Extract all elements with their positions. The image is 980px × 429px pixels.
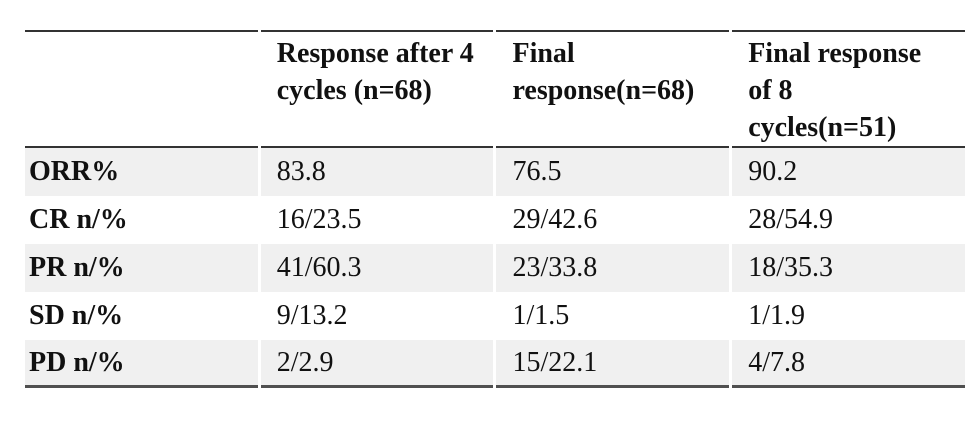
treatment-response-table: Response after 4 cycles (n=68) Final res… (22, 30, 968, 388)
table-row-pd: PD n/% 2/2.9 15/22.1 4/7.8 (25, 340, 965, 388)
value-cell: 41/60.3 (260, 244, 494, 292)
value-cell: 90.2 (732, 148, 965, 196)
table-row-cr: CR n/% 16/23.5 29/42.6 28/54.9 (25, 196, 965, 244)
value-cell: 4/7.8 (732, 340, 965, 388)
table-row-orr: ORR% 83.8 76.5 90.2 (25, 148, 965, 196)
header-cell-empty (25, 30, 258, 148)
value-cell: 29/42.6 (512, 204, 598, 235)
row-label: ORR% (25, 148, 258, 196)
header-cell-final-response-8-cycles: Final response of 8 cycles(n=51) (732, 30, 965, 148)
row-label: SD n/% (29, 300, 124, 331)
value-cell: 15/22.1 (496, 340, 730, 388)
value-cell: 1/1.5 (512, 300, 570, 331)
value-cell: 1/1.9 (748, 300, 805, 331)
header-row: Response after 4 cycles (n=68) Final res… (25, 30, 965, 148)
value-cell: 9/13.2 (276, 300, 348, 331)
header-cell-response-after-4-cycles: Response after 4 cycles (n=68) (260, 30, 494, 148)
row-label: PD n/% (25, 340, 258, 388)
table-header: Response after 4 cycles (n=68) Final res… (25, 30, 965, 148)
header-cell-final-response: Final response(n=68) (496, 30, 730, 148)
table-body: ORR% 83.8 76.5 90.2 CR n/% 16/23.5 29/42… (25, 148, 965, 388)
row-label: PR n/% (25, 244, 258, 292)
value-cell: 18/35.3 (732, 244, 965, 292)
value-cell: 23/33.8 (496, 244, 730, 292)
table-row-sd: SD n/% 9/13.2 1/1.5 1/1.9 (25, 292, 965, 340)
value-cell: 83.8 (260, 148, 494, 196)
value-cell: 76.5 (496, 148, 730, 196)
value-cell: 28/54.9 (748, 204, 833, 235)
table-row-pr: PR n/% 41/60.3 23/33.8 18/35.3 (25, 244, 965, 292)
value-cell: 2/2.9 (260, 340, 494, 388)
value-cell: 16/23.5 (276, 204, 362, 235)
row-label: CR n/% (29, 204, 128, 235)
